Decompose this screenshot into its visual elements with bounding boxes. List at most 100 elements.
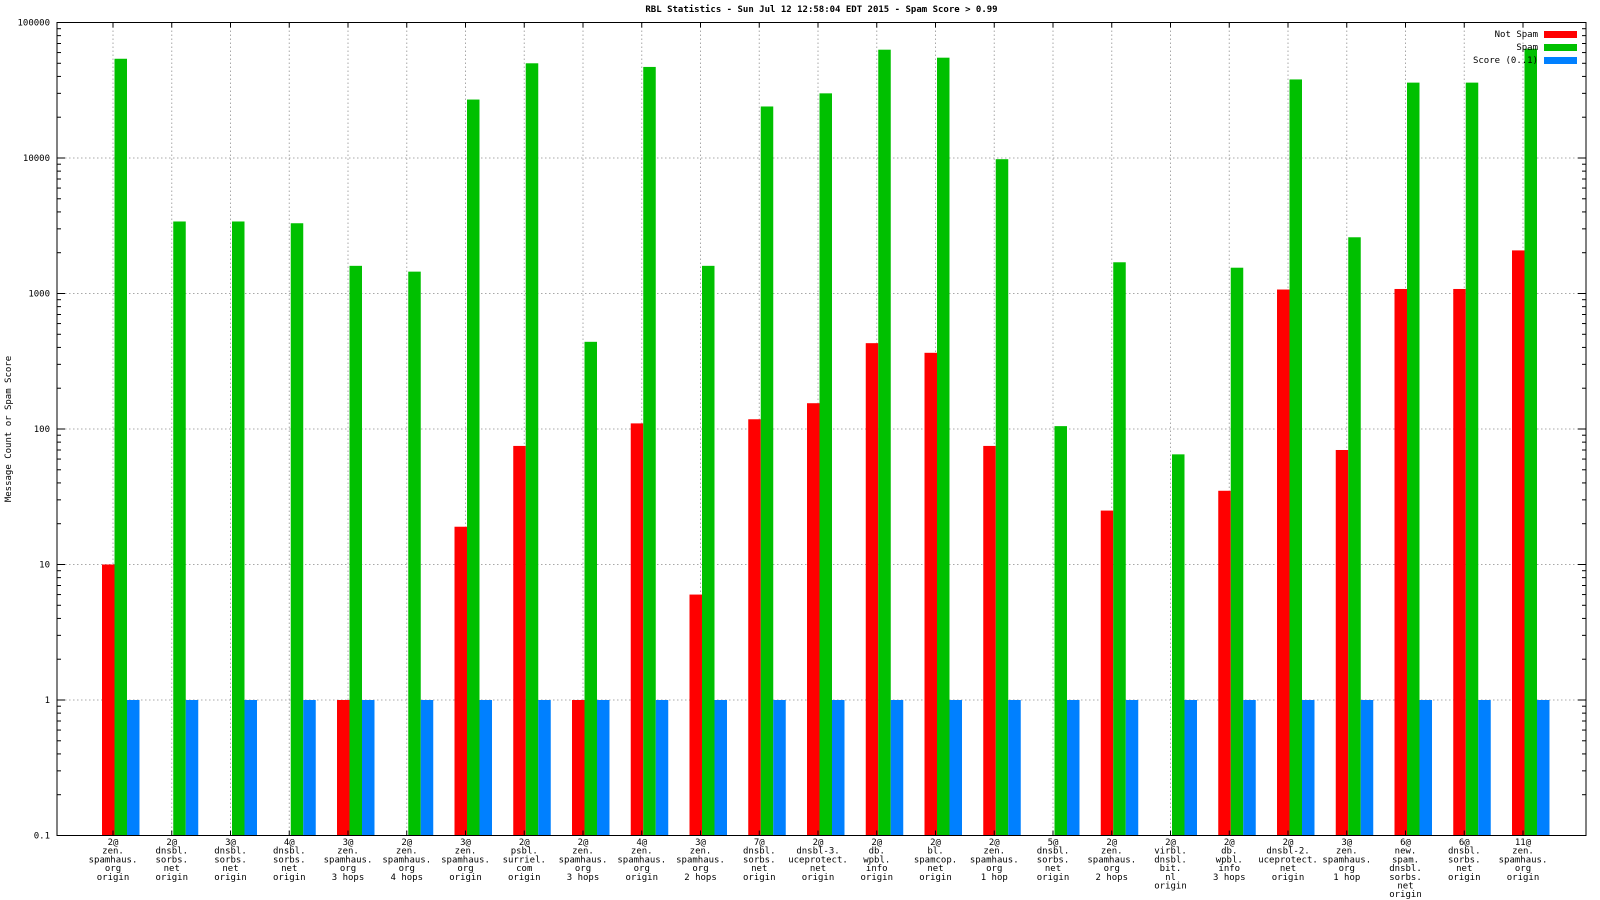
x-category-label: spamhaus. bbox=[324, 855, 373, 865]
x-category-label: origin bbox=[97, 873, 130, 883]
x-category-label: 7@ bbox=[754, 838, 765, 848]
legend: Not Spam Spam Score (0..1) bbox=[1473, 28, 1577, 67]
x-category-label: org bbox=[1104, 864, 1120, 874]
x-category-label: 4 hops bbox=[390, 873, 423, 883]
bar-spam bbox=[232, 221, 245, 836]
x-category-label: surriel. bbox=[503, 855, 546, 865]
bar-score bbox=[1243, 700, 1256, 836]
bar-not-spam bbox=[572, 700, 585, 836]
x-category-label: spamhaus. bbox=[970, 855, 1019, 865]
bar-spam bbox=[1465, 82, 1479, 836]
x-category-label: spamhaus. bbox=[382, 855, 431, 865]
x-category-label: virbl. bbox=[1154, 847, 1187, 857]
bar-not-spam bbox=[689, 594, 702, 836]
x-category-label: 2@ bbox=[1106, 838, 1117, 848]
y-tick-label: 100 bbox=[34, 425, 50, 435]
x-category-label: sorbs. bbox=[1389, 873, 1422, 883]
y-tick-labels: 0.1 1 10 100 1000 10000 100000 bbox=[17, 19, 50, 842]
x-category-label: spamhaus. bbox=[1087, 855, 1136, 865]
x-category-label: 2@ bbox=[1165, 838, 1176, 848]
x-category-label: 2@ bbox=[519, 838, 530, 848]
chart-title: RBL Statistics - Sun Jul 12 12:58:04 EDT… bbox=[645, 5, 998, 15]
bar-not-spam bbox=[807, 403, 820, 836]
ticks bbox=[57, 22, 1586, 836]
x-category-label: 2@ bbox=[1224, 838, 1235, 848]
bar-score bbox=[597, 700, 610, 836]
bar-score bbox=[1360, 700, 1374, 836]
bar-not-spam bbox=[748, 419, 761, 836]
legend-swatch-spam bbox=[1544, 44, 1577, 51]
y-tick-label: 1000 bbox=[28, 290, 50, 300]
x-category-label: 3@ bbox=[460, 838, 471, 848]
bar-spam bbox=[1407, 82, 1420, 836]
x-category-label: wpbl. bbox=[863, 855, 890, 865]
bar-spam bbox=[584, 341, 597, 836]
x-category-label: dnsbl. bbox=[1037, 847, 1070, 857]
x-category-label: spamhaus. bbox=[89, 855, 138, 865]
bar-score bbox=[1537, 700, 1550, 836]
x-category-label: origin bbox=[1507, 873, 1540, 883]
x-category-label: dnsbl. bbox=[1448, 847, 1481, 857]
bar-score bbox=[479, 700, 492, 836]
x-category-label: db. bbox=[869, 847, 885, 857]
bar-not-spam bbox=[1512, 250, 1525, 836]
x-category-label: 2@ bbox=[1283, 838, 1294, 848]
bar-spam bbox=[1113, 262, 1126, 836]
x-category-label: org bbox=[340, 864, 356, 874]
x-category-label: zen. bbox=[396, 847, 418, 857]
bar-not-spam bbox=[337, 700, 350, 836]
x-category-label: 3@ bbox=[225, 838, 236, 848]
x-category-label: 5@ bbox=[1048, 838, 1059, 848]
x-category-labels: 2@zen.spamhaus.orgorigin2@dnsbl.sorbs.ne… bbox=[89, 838, 1548, 900]
x-category-label: 3 hops bbox=[567, 873, 600, 883]
x-category-label: org bbox=[457, 864, 473, 874]
x-category-label: new. bbox=[1395, 847, 1417, 857]
x-category-label: origin bbox=[214, 873, 247, 883]
x-category-label: origin bbox=[1272, 873, 1305, 883]
legend-item-spam: Spam bbox=[1473, 41, 1577, 54]
x-category-label: psbl. bbox=[511, 847, 538, 857]
x-category-label: origin bbox=[1389, 890, 1422, 900]
bar-not-spam bbox=[513, 445, 526, 836]
x-category-label: 4@ bbox=[636, 838, 647, 848]
x-category-label: 3 hops bbox=[1213, 873, 1246, 883]
x-category-label: origin bbox=[743, 873, 776, 883]
legend-swatch-score bbox=[1544, 57, 1577, 64]
x-category-label: net bbox=[222, 864, 238, 874]
x-category-label: dnsbl. bbox=[214, 847, 247, 857]
x-category-label: origin bbox=[155, 873, 188, 883]
x-category-label: 2 hops bbox=[1095, 873, 1128, 883]
bar-spam bbox=[1172, 454, 1185, 836]
x-category-label: dnsbl. bbox=[743, 847, 776, 857]
bar-spam bbox=[1054, 426, 1067, 836]
x-category-label: net bbox=[751, 864, 767, 874]
x-category-label: net bbox=[164, 864, 180, 874]
x-category-label: net bbox=[1397, 882, 1413, 892]
x-category-label: net bbox=[281, 864, 297, 874]
y-tick-label: 1 bbox=[45, 696, 50, 706]
x-category-label: bl. bbox=[927, 847, 943, 857]
x-category-label: org bbox=[1339, 864, 1355, 874]
x-category-label: 3@ bbox=[1341, 838, 1352, 848]
bar-spam bbox=[760, 106, 774, 836]
bar-not-spam bbox=[1277, 289, 1290, 836]
x-category-label: origin bbox=[1037, 873, 1070, 883]
x-category-label: sorbs. bbox=[273, 855, 306, 865]
bar-spam bbox=[525, 63, 539, 836]
x-category-label: spamhaus. bbox=[676, 855, 725, 865]
x-category-label: 2@ bbox=[578, 838, 589, 848]
bar-spam bbox=[643, 66, 656, 836]
bar-score bbox=[1478, 700, 1491, 836]
x-category-label: 2@ bbox=[166, 838, 177, 848]
x-category-label: org bbox=[1515, 864, 1531, 874]
legend-item-not-spam: Not Spam bbox=[1473, 28, 1577, 41]
bar-score bbox=[890, 700, 904, 836]
bar-spam bbox=[1524, 48, 1537, 836]
x-category-label: dnsbl. bbox=[1389, 864, 1422, 874]
y-tick-label: 0.1 bbox=[34, 832, 50, 842]
bar-not-spam bbox=[454, 526, 467, 836]
bar-not-spam bbox=[630, 423, 644, 836]
x-category-label: db. bbox=[1221, 847, 1237, 857]
bar-score bbox=[362, 700, 375, 836]
bar-spam bbox=[1230, 267, 1244, 836]
